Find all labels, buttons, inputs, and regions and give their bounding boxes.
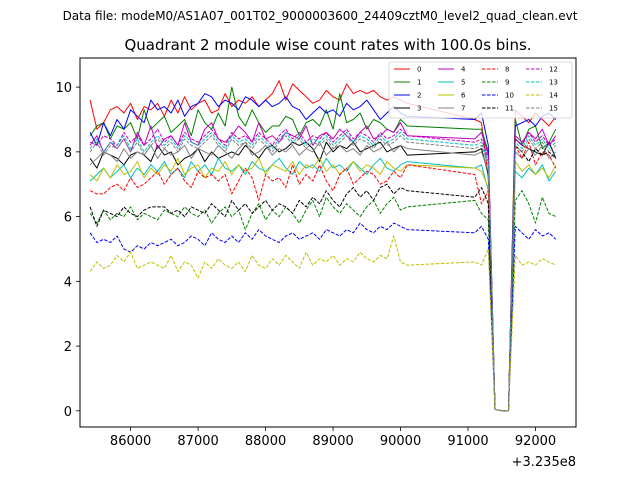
legend-label-1: 1 — [417, 79, 421, 87]
x-tick-label: 91000 — [447, 434, 488, 449]
series-line-4 — [89, 122, 557, 412]
plot-frame — [79, 57, 577, 428]
series-group — [89, 80, 557, 412]
legend-label-2: 2 — [417, 92, 421, 100]
x-axis-offset-label: +3.235e8 — [512, 455, 576, 470]
series-line-15 — [89, 135, 557, 412]
legend-label-11: 11 — [505, 105, 514, 113]
legend-label-5: 5 — [461, 79, 465, 87]
legend-label-3: 3 — [417, 105, 421, 113]
y-tick-label: 0 — [64, 405, 72, 420]
series-line-10 — [89, 222, 557, 412]
series-line-13 — [89, 131, 557, 412]
legend-label-4: 4 — [461, 66, 466, 74]
x-tick-label: 92000 — [515, 434, 556, 449]
x-tick-label: 86000 — [110, 434, 151, 449]
x-tick-label: 90000 — [380, 434, 421, 449]
series-line-14 — [89, 235, 557, 412]
series-line-2 — [89, 93, 557, 412]
y-tick-label: 2 — [64, 340, 72, 355]
x-tick-label: 89000 — [312, 434, 353, 449]
legend-label-8: 8 — [505, 66, 509, 74]
legend-label-10: 10 — [505, 92, 514, 100]
y-tick-label: 4 — [64, 275, 72, 290]
y-tick-label: 6 — [64, 211, 72, 226]
legend-label-0: 0 — [417, 66, 421, 74]
series-line-8 — [89, 141, 557, 412]
legend-label-13: 13 — [549, 79, 558, 87]
series-line-11 — [89, 144, 557, 412]
x-tick-label: 87000 — [177, 434, 218, 449]
y-tick-label: 10 — [55, 81, 72, 96]
y-tick-label: 8 — [64, 146, 72, 161]
legend-label-14: 14 — [549, 92, 558, 100]
legend-label-6: 6 — [461, 92, 466, 100]
chart-suptitle: Data file: modeM0/AS1A07_001T02_90000036… — [63, 9, 578, 23]
x-axis: 86000 87000 88000 89000 90000 91000 92000 — [110, 427, 556, 449]
chart-title: Quadrant 2 module wise count rates with … — [124, 36, 531, 54]
series-line-12 — [89, 128, 557, 412]
legend-label-7: 7 — [461, 105, 465, 113]
y-axis: 0 2 4 6 8 10 — [55, 81, 80, 420]
legend-label-12: 12 — [549, 66, 558, 74]
legend-label-15: 15 — [549, 105, 558, 113]
plot-area — [79, 57, 577, 428]
legend-frame — [388, 61, 573, 119]
legend-label-9: 9 — [505, 79, 509, 87]
x-tick-label: 88000 — [245, 434, 286, 449]
